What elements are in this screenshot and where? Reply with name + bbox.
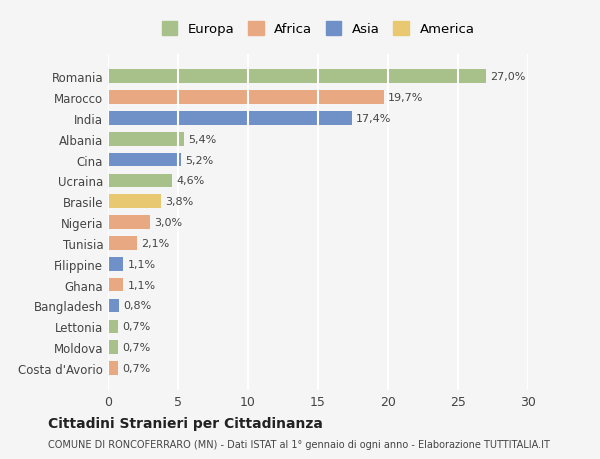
Bar — [108, 91, 384, 105]
Text: 1,1%: 1,1% — [128, 280, 156, 290]
Legend: Europa, Africa, Asia, America: Europa, Africa, Asia, America — [158, 18, 478, 40]
Text: 27,0%: 27,0% — [490, 72, 526, 82]
Bar — [108, 341, 118, 354]
Text: 5,4%: 5,4% — [188, 134, 216, 145]
Bar — [108, 174, 172, 188]
Bar — [108, 216, 150, 230]
Text: 3,0%: 3,0% — [154, 218, 182, 228]
Bar — [108, 153, 181, 167]
Bar — [108, 299, 119, 313]
Text: 19,7%: 19,7% — [388, 93, 424, 103]
Text: 0,8%: 0,8% — [124, 301, 152, 311]
Bar — [108, 257, 124, 271]
Text: COMUNE DI RONCOFERRARO (MN) - Dati ISTAT al 1° gennaio di ogni anno - Elaborazio: COMUNE DI RONCOFERRARO (MN) - Dati ISTAT… — [48, 440, 550, 449]
Bar — [108, 278, 124, 292]
Bar — [108, 70, 486, 84]
Text: Cittadini Stranieri per Cittadinanza: Cittadini Stranieri per Cittadinanza — [48, 416, 323, 430]
Bar — [108, 320, 118, 333]
Bar — [108, 133, 184, 146]
Text: 17,4%: 17,4% — [356, 114, 391, 123]
Bar — [108, 195, 161, 208]
Text: 0,7%: 0,7% — [122, 322, 150, 331]
Bar — [108, 237, 137, 250]
Bar — [108, 112, 352, 125]
Text: 3,8%: 3,8% — [166, 197, 194, 207]
Text: 0,7%: 0,7% — [122, 363, 150, 373]
Bar — [108, 361, 118, 375]
Text: 2,1%: 2,1% — [142, 238, 170, 248]
Text: 1,1%: 1,1% — [128, 259, 156, 269]
Text: 5,2%: 5,2% — [185, 155, 213, 165]
Text: 4,6%: 4,6% — [176, 176, 205, 186]
Text: 0,7%: 0,7% — [122, 342, 150, 353]
